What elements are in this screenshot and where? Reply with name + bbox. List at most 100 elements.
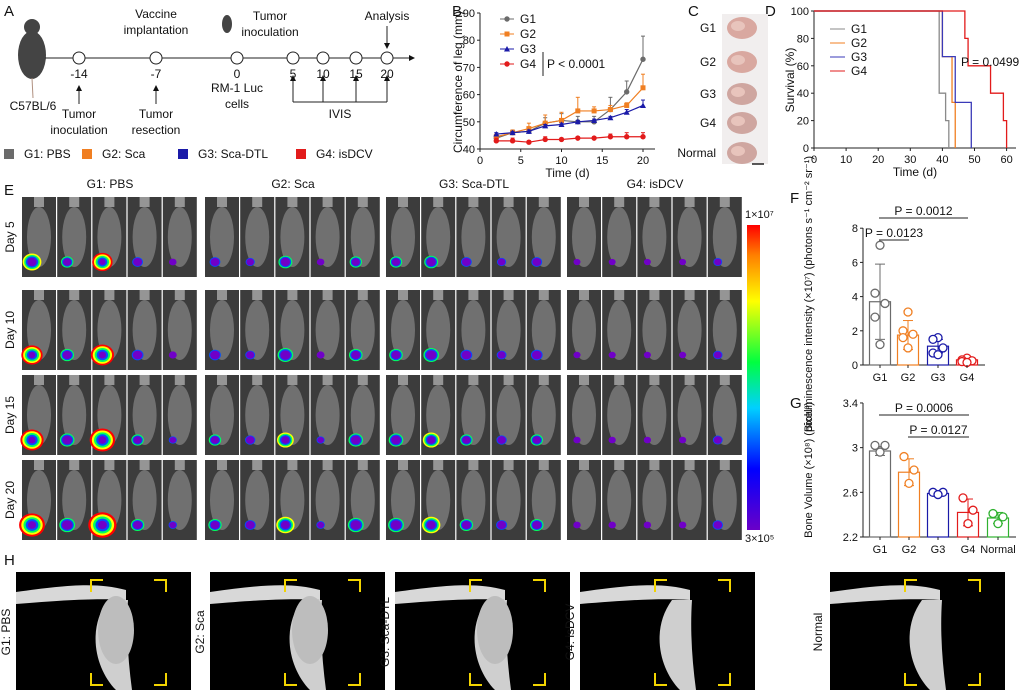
nose-cone xyxy=(579,375,589,385)
tibia-bone xyxy=(909,600,946,690)
bioluminescence-signal xyxy=(317,436,324,444)
x-tick-label: Normal xyxy=(980,544,1015,556)
bioluminescence-signal xyxy=(351,350,361,360)
micro-ct-panel: G1: PBS G2: Sca G3: Sca-DTL G4: isDCV Normal xyxy=(0,572,1005,690)
leg-photo-highlight xyxy=(731,87,745,97)
bioluminescence-signal xyxy=(27,257,37,267)
timepoint-note: inoculation xyxy=(241,25,298,39)
photo-row-label: G4 xyxy=(700,116,716,130)
mouse-body xyxy=(642,470,667,530)
y-tick-label: 2.6 xyxy=(843,487,858,499)
nose-cone xyxy=(139,375,150,385)
ct-label: G4: isDCV xyxy=(563,604,577,661)
panel-label-f: F xyxy=(790,190,799,207)
roi-bracket xyxy=(284,579,361,686)
data-point xyxy=(558,121,565,128)
data-point xyxy=(493,134,499,140)
data-point xyxy=(509,129,516,136)
mouse-body xyxy=(607,470,632,530)
data-point xyxy=(875,339,885,350)
timepoint-note: Tumor xyxy=(253,9,287,23)
bioluminescence-signal xyxy=(497,258,506,266)
data-point xyxy=(607,134,614,140)
bioluminescence-signal xyxy=(573,351,581,359)
nose-cone xyxy=(69,197,80,207)
bioluminescence-signal xyxy=(714,258,722,266)
femur-bone xyxy=(210,585,320,604)
bioluminescence-signal xyxy=(608,351,616,359)
mouse-body xyxy=(712,300,737,360)
y-tick-label: 4 xyxy=(852,292,858,304)
data-point xyxy=(504,16,510,22)
mouse-body xyxy=(572,470,596,530)
p-value-label: P < 0.0001 xyxy=(547,57,605,71)
nose-cone xyxy=(217,460,227,470)
data-point xyxy=(903,343,913,353)
mouse-body xyxy=(496,385,521,445)
mouse-body xyxy=(531,470,556,530)
data-point xyxy=(558,136,565,143)
nose-cone xyxy=(503,290,514,300)
femur-bone xyxy=(395,585,505,604)
nose-cone xyxy=(217,197,227,207)
femur-bone xyxy=(16,585,126,604)
mouse-body xyxy=(245,207,270,267)
colorbar-max-label: 1×10⁷ xyxy=(745,209,774,221)
mouse-body xyxy=(607,300,632,360)
data-point xyxy=(903,307,913,317)
nose-cone xyxy=(684,375,695,385)
data-point xyxy=(898,332,908,343)
mouse-body xyxy=(496,470,521,530)
mouse-body xyxy=(132,207,157,267)
mouse-body xyxy=(391,300,415,360)
y-axis-label: Survival (%) xyxy=(783,48,797,113)
mouse-body xyxy=(712,470,737,530)
timepoint-day: 0 xyxy=(234,67,241,81)
y-tick-label: 90 xyxy=(463,8,475,20)
bioluminescence-signal xyxy=(573,521,581,529)
data-point xyxy=(575,135,581,141)
timepoint-day: 20 xyxy=(380,67,394,81)
bioluminescence-signal xyxy=(391,435,401,445)
ct-label: Normal xyxy=(811,613,825,652)
series-line xyxy=(496,136,643,143)
bioluminescence-signal xyxy=(210,257,220,267)
data-point xyxy=(493,138,499,144)
nose-cone xyxy=(287,290,298,300)
mouse-head-icon xyxy=(24,19,40,35)
bioluminescence-signal xyxy=(350,520,362,530)
nose-cone xyxy=(719,460,730,470)
x-tick-label: 5 xyxy=(518,155,524,167)
bioluminescence-signal xyxy=(210,520,220,530)
bioluminescence-signal xyxy=(169,258,177,266)
bioluminescence-signal xyxy=(210,350,220,360)
bone-volume-bar-chart: 2.2 2.6 3 3.4 G1 G2 G3 G4 Normal P = 0.0006 P = 0.… xyxy=(803,398,1016,556)
x-tick-label: G1 xyxy=(873,372,888,384)
legend-label: G3: Sca-DTL xyxy=(198,147,268,161)
mouse-body xyxy=(607,207,632,267)
legend-label: G2: Sca xyxy=(102,147,146,161)
mouse-body xyxy=(391,207,415,267)
legend-label: G1 xyxy=(520,12,536,26)
y-tick-label: 3 xyxy=(852,443,858,455)
y-tick-label: 0 xyxy=(803,143,809,155)
nose-cone xyxy=(252,460,263,470)
nose-cone xyxy=(538,290,549,300)
nose-cone xyxy=(322,290,333,300)
mouse-body xyxy=(62,207,87,267)
timepoint-day: 15 xyxy=(349,67,363,81)
nose-cone xyxy=(433,290,444,300)
nose-cone xyxy=(322,375,333,385)
data-point xyxy=(875,240,885,250)
data-point xyxy=(640,102,646,108)
nose-cone xyxy=(579,290,589,300)
timepoint-note: cells xyxy=(225,97,249,111)
nose-cone xyxy=(649,460,660,470)
nose-cone xyxy=(287,197,298,207)
ct-label: G2: Sca xyxy=(193,610,207,654)
mouse-body xyxy=(677,300,702,360)
series-line xyxy=(496,87,644,138)
legend-label: G2 xyxy=(520,27,536,41)
nose-cone xyxy=(34,197,44,207)
mouse-body xyxy=(426,385,451,445)
